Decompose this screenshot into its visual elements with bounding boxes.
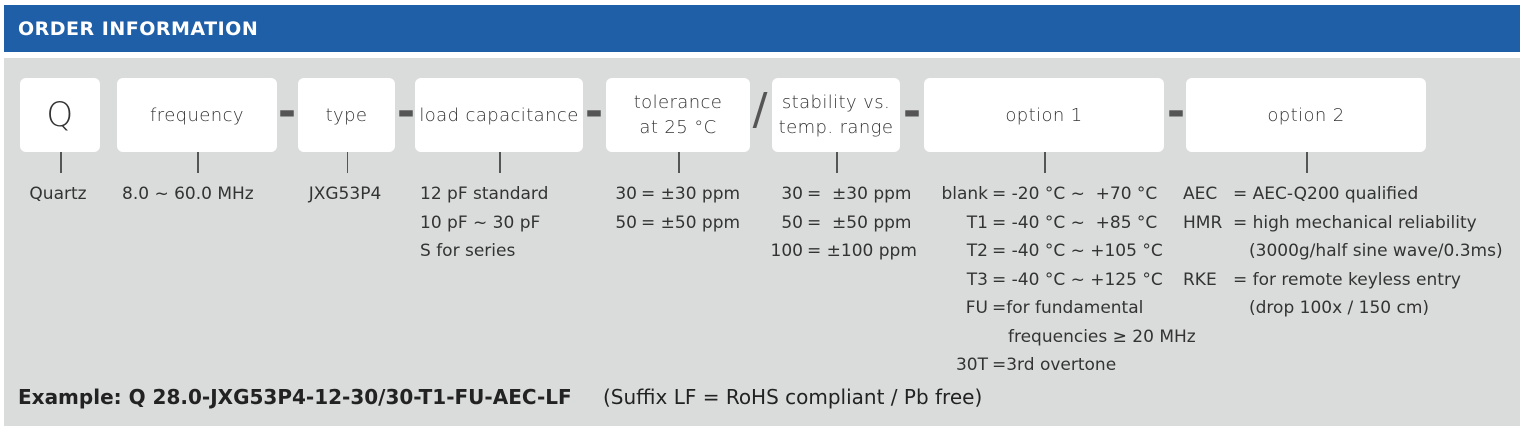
detail-desc: = -20 °C ~ +70 °C bbox=[992, 184, 1158, 204]
separator: - bbox=[902, 86, 922, 137]
code-box: frequency bbox=[117, 78, 277, 152]
detail-desc: = AEC-Q200 qualified bbox=[1233, 184, 1419, 204]
detail-desc: = for remote keyless entry bbox=[1233, 269, 1461, 290]
separator: - bbox=[396, 86, 416, 137]
note: (Suffix LF = RoHS compliant / Pb free) bbox=[603, 385, 983, 409]
separator: / bbox=[752, 84, 768, 135]
detail-desc: =for fundamental bbox=[992, 298, 1144, 318]
detail-code: T2 bbox=[966, 241, 988, 261]
detail-desc: = ±100 ppm bbox=[807, 241, 917, 261]
detail-code: 50 bbox=[615, 212, 637, 233]
code-box: load capacitance bbox=[415, 78, 583, 152]
box-label: option 1 bbox=[1005, 104, 1083, 126]
detail-line: 8.0 ~ 60.0 MHz bbox=[122, 184, 254, 204]
example: Example: Q 28.0-JXG53P4-12-30/30-T1-FU-A… bbox=[18, 385, 572, 409]
box-label: frequency bbox=[150, 104, 244, 126]
detail-code: T1 bbox=[966, 212, 988, 233]
detail-desc: = -40 °C ~ +85 °C bbox=[992, 212, 1158, 233]
box-label: stability vs. bbox=[781, 92, 891, 113]
detail-code: 30 bbox=[781, 184, 803, 204]
detail-desc: = ±50 ppm bbox=[641, 212, 741, 233]
box-label: temp. range bbox=[778, 117, 894, 138]
detail-desc: (drop 100x / 150 cm) bbox=[1249, 298, 1430, 318]
code-box: option 2 bbox=[1186, 78, 1426, 152]
box-label: option 2 bbox=[1267, 104, 1345, 126]
header-bar: ORDER INFORMATION bbox=[4, 5, 1520, 52]
box-label: at 25 °C bbox=[639, 117, 717, 138]
box-label: Q bbox=[46, 94, 74, 135]
detail-code: RKE bbox=[1183, 269, 1217, 290]
connector bbox=[1044, 152, 1046, 173]
detail-code: HMR bbox=[1183, 212, 1223, 233]
detail-desc: = -40 °C ~ +125 °C bbox=[992, 269, 1163, 290]
code-box: type bbox=[298, 78, 395, 152]
code-box: tolerance at 25 °C bbox=[606, 78, 750, 152]
detail-code: 30T bbox=[955, 355, 988, 375]
code-box: Q bbox=[20, 78, 100, 152]
detail-desc: = ±30 ppm bbox=[641, 184, 741, 204]
connector bbox=[60, 152, 62, 173]
separator: - bbox=[584, 86, 604, 137]
detail-desc: = high mechanical reliability bbox=[1233, 212, 1477, 233]
connector bbox=[197, 152, 199, 173]
separator: - bbox=[277, 86, 297, 137]
detail-desc: = ±50 ppm bbox=[807, 212, 912, 233]
connector bbox=[836, 152, 838, 173]
separator: - bbox=[1166, 86, 1186, 137]
box-label: load capacitance bbox=[419, 104, 579, 126]
detail-desc: = -40 °C ~ +105 °C bbox=[992, 241, 1163, 261]
box-label: type bbox=[325, 104, 368, 126]
detail-code: blank bbox=[941, 184, 988, 204]
header-title: ORDER INFORMATION bbox=[18, 18, 259, 40]
detail-line: S for series bbox=[420, 241, 516, 261]
code-box: option 1 bbox=[924, 78, 1164, 152]
detail-desc: frequencies ≥ 20 MHz bbox=[1008, 326, 1196, 347]
detail-code: 50 bbox=[781, 212, 803, 233]
box-label: tolerance bbox=[633, 92, 723, 113]
detail-desc: =3rd overtone bbox=[992, 355, 1117, 375]
detail-code: 100 bbox=[770, 241, 803, 261]
detail-desc: = ±30 ppm bbox=[807, 184, 912, 204]
detail-line: 12 pF standard bbox=[420, 184, 549, 204]
detail-line: Quartz bbox=[29, 184, 87, 204]
detail-code: AEC bbox=[1183, 184, 1218, 204]
code-box: stability vs. temp. range bbox=[772, 78, 900, 152]
detail-line: 10 pF ~ 30 pF bbox=[420, 212, 541, 233]
detail-code: T3 bbox=[966, 269, 988, 290]
detail-line: JXG53P4 bbox=[308, 184, 382, 204]
connector bbox=[499, 152, 501, 173]
detail-code: 30 bbox=[615, 184, 637, 204]
connector bbox=[346, 152, 348, 173]
detail-code: FU bbox=[965, 298, 988, 318]
detail-desc: (3000g/half sine wave/0.3ms) bbox=[1249, 241, 1503, 261]
connector bbox=[1306, 152, 1308, 173]
connector bbox=[678, 152, 680, 173]
